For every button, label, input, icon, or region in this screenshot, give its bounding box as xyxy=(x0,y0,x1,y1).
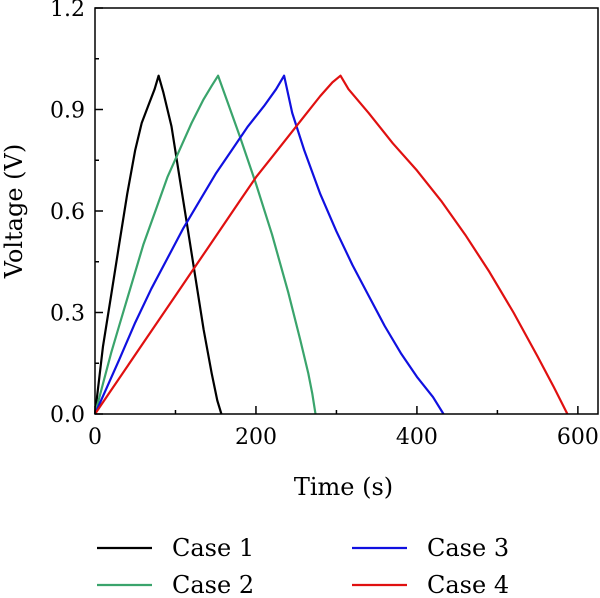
x-axis-ticks xyxy=(94,406,579,414)
y-axis-ticks xyxy=(95,7,103,415)
x-tick-label: 400 xyxy=(396,425,438,450)
y-tick-label: 0.3 xyxy=(50,302,85,327)
x-tick-label: 600 xyxy=(557,425,599,450)
legend: Case 1 Case 2 Case 3 Case 4 xyxy=(97,534,509,598)
x-tick-label: 200 xyxy=(235,425,277,450)
series-line-case-2 xyxy=(93,74,317,415)
legend-label-case-3: Case 3 xyxy=(427,534,509,562)
y-tick-label: 0.9 xyxy=(50,99,85,124)
series-line-case-4 xyxy=(94,74,569,415)
series-line-case-3 xyxy=(93,74,445,415)
x-axis-tick-labels: 0 200 400 600 xyxy=(88,425,599,450)
plot-lines xyxy=(93,74,569,415)
y-tick-label: 0.0 xyxy=(50,403,85,428)
series-line-case-1 xyxy=(93,74,223,415)
y-tick-label: 1.2 xyxy=(50,0,85,22)
y-axis-label: Voltage (V) xyxy=(0,144,28,279)
x-axis-label: Time (s) xyxy=(294,473,393,501)
x-tick-label: 0 xyxy=(88,425,102,450)
legend-label-case-2: Case 2 xyxy=(172,571,254,598)
y-axis-tick-labels: 0.0 0.3 0.6 0.9 1.2 xyxy=(50,0,85,428)
y-tick-label: 0.6 xyxy=(50,200,85,225)
legend-label-case-1: Case 1 xyxy=(172,534,254,562)
legend-label-case-4: Case 4 xyxy=(427,571,509,598)
